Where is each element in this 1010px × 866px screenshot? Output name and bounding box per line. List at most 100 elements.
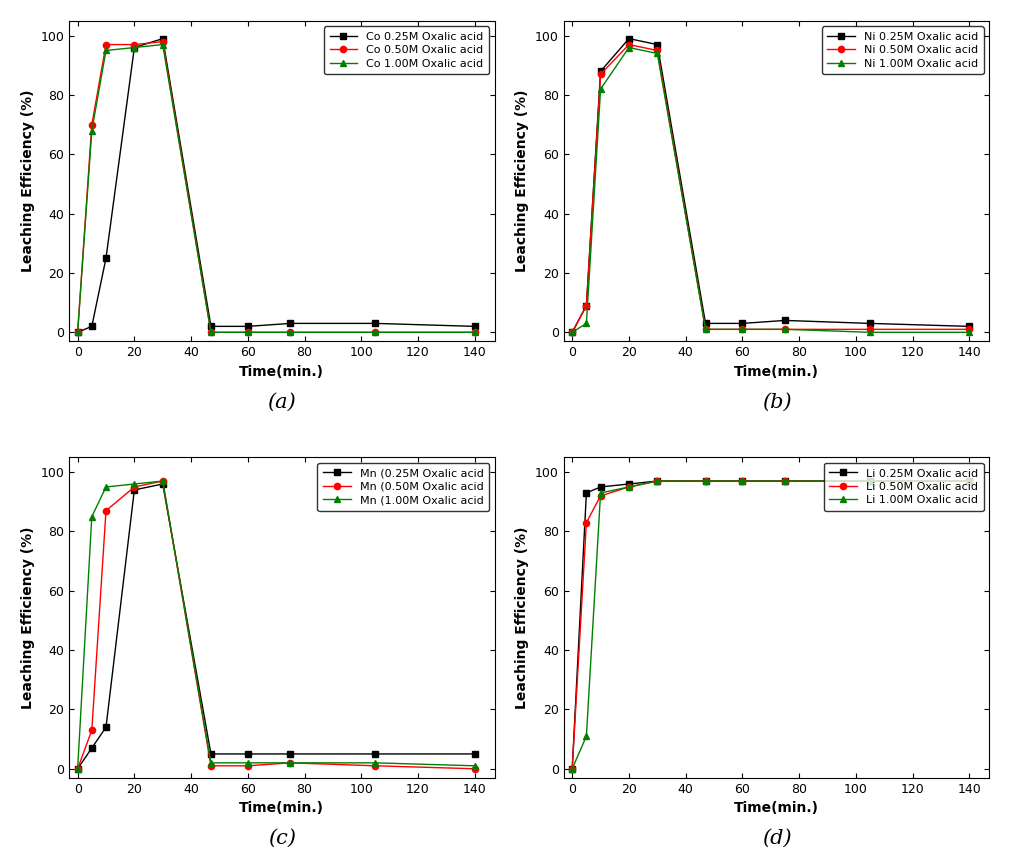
- Li 1.00M Oxalic acid: [595, 488, 607, 498]
- Ni 0.25M Oxalic acid: [581, 301, 593, 311]
- Co 0.25M Oxalic acid: [205, 321, 217, 332]
- Mn (0.25M Oxalic acid: [469, 749, 481, 759]
- Co 0.25M Oxalic acid: [370, 318, 382, 328]
- Legend: Mn (0.25M Oxalic acid, Mn (0.50M Oxalic acid, Mn (1.00M Oxalic acid: Mn (0.25M Oxalic acid, Mn (0.50M Oxalic …: [317, 462, 489, 511]
- Ni 0.50M Oxalic acid: [779, 324, 791, 334]
- Ni 0.50M Oxalic acid: [736, 324, 748, 334]
- Li 1.00M Oxalic acid: [623, 481, 635, 492]
- Li 0.50M Oxalic acid: [964, 475, 976, 486]
- Text: (b): (b): [762, 392, 791, 411]
- Ni 0.50M Oxalic acid: [864, 324, 876, 334]
- Mn (0.50M Oxalic acid: [241, 760, 254, 771]
- Y-axis label: Leaching Efficiency (%): Leaching Efficiency (%): [515, 527, 529, 708]
- Co 0.50M Oxalic acid: [86, 120, 98, 130]
- Ni 0.50M Oxalic acid: [964, 324, 976, 334]
- Co 0.25M Oxalic acid: [469, 321, 481, 332]
- Co 0.25M Oxalic acid: [284, 318, 296, 328]
- Co 1.00M Oxalic acid: [100, 45, 112, 55]
- Ni 1.00M Oxalic acid: [864, 327, 876, 338]
- Co 1.00M Oxalic acid: [86, 126, 98, 136]
- Ni 0.50M Oxalic acid: [651, 45, 664, 55]
- Co 0.50M Oxalic acid: [469, 327, 481, 338]
- Li 0.25M Oxalic acid: [567, 764, 579, 774]
- Mn (1.00M Oxalic acid: [241, 758, 254, 768]
- Line: Co 1.00M Oxalic acid: Co 1.00M Oxalic acid: [75, 42, 478, 335]
- Ni 1.00M Oxalic acid: [623, 42, 635, 53]
- Li 0.25M Oxalic acid: [651, 475, 664, 486]
- Co 0.25M Oxalic acid: [100, 253, 112, 263]
- Li 0.50M Oxalic acid: [581, 517, 593, 527]
- Ni 0.50M Oxalic acid: [595, 69, 607, 80]
- Co 0.50M Oxalic acid: [100, 39, 112, 49]
- Mn (1.00M Oxalic acid: [128, 479, 140, 489]
- Line: Co 0.25M Oxalic acid: Co 0.25M Oxalic acid: [75, 36, 478, 335]
- Ni 0.50M Oxalic acid: [581, 301, 593, 311]
- Ni 0.50M Oxalic acid: [700, 324, 712, 334]
- Li 0.50M Oxalic acid: [595, 491, 607, 501]
- X-axis label: Time(min.): Time(min.): [239, 365, 324, 378]
- Ni 1.00M Oxalic acid: [651, 48, 664, 59]
- Li 0.50M Oxalic acid: [779, 475, 791, 486]
- Mn (0.25M Oxalic acid: [128, 485, 140, 495]
- Mn (1.00M Oxalic acid: [100, 481, 112, 492]
- Co 1.00M Oxalic acid: [72, 327, 84, 338]
- Ni 1.00M Oxalic acid: [595, 84, 607, 94]
- Co 0.50M Oxalic acid: [241, 327, 254, 338]
- Y-axis label: Leaching Efficiency (%): Leaching Efficiency (%): [21, 527, 34, 708]
- Mn (0.50M Oxalic acid: [86, 725, 98, 735]
- Co 0.50M Oxalic acid: [284, 327, 296, 338]
- Y-axis label: Leaching Efficiency (%): Leaching Efficiency (%): [515, 90, 529, 272]
- Mn (0.50M Oxalic acid: [370, 760, 382, 771]
- Co 1.00M Oxalic acid: [469, 327, 481, 338]
- Mn (0.50M Oxalic acid: [128, 481, 140, 492]
- Legend: Ni 0.25M Oxalic acid, Ni 0.50M Oxalic acid, Ni 1.00M Oxalic acid: Ni 0.25M Oxalic acid, Ni 0.50M Oxalic ac…: [821, 26, 984, 74]
- Legend: Co 0.25M Oxalic acid, Co 0.50M Oxalic acid, Co 1.00M Oxalic acid: Co 0.25M Oxalic acid, Co 0.50M Oxalic ac…: [324, 26, 489, 74]
- Li 0.25M Oxalic acid: [700, 475, 712, 486]
- Mn (0.25M Oxalic acid: [241, 749, 254, 759]
- Ni 0.25M Oxalic acid: [567, 327, 579, 338]
- Li 1.00M Oxalic acid: [700, 475, 712, 486]
- Li 0.25M Oxalic acid: [736, 475, 748, 486]
- Line: Li 0.50M Oxalic acid: Li 0.50M Oxalic acid: [569, 478, 973, 772]
- Li 0.50M Oxalic acid: [700, 475, 712, 486]
- Li 0.50M Oxalic acid: [864, 475, 876, 486]
- Li 0.25M Oxalic acid: [623, 479, 635, 489]
- Line: Ni 1.00M Oxalic acid: Ni 1.00M Oxalic acid: [569, 44, 973, 335]
- Mn (0.25M Oxalic acid: [157, 479, 169, 489]
- Co 0.25M Oxalic acid: [72, 327, 84, 338]
- X-axis label: Time(min.): Time(min.): [239, 801, 324, 815]
- Line: Ni 0.50M Oxalic acid: Ni 0.50M Oxalic acid: [569, 42, 973, 335]
- Line: Co 0.50M Oxalic acid: Co 0.50M Oxalic acid: [75, 38, 478, 335]
- Mn (0.50M Oxalic acid: [284, 758, 296, 768]
- Ni 0.25M Oxalic acid: [651, 39, 664, 49]
- Ni 1.00M Oxalic acid: [567, 327, 579, 338]
- Li 0.25M Oxalic acid: [964, 475, 976, 486]
- Co 0.25M Oxalic acid: [241, 321, 254, 332]
- Text: (c): (c): [268, 829, 296, 848]
- X-axis label: Time(min.): Time(min.): [734, 801, 819, 815]
- Mn (1.00M Oxalic acid: [370, 758, 382, 768]
- Legend: Li 0.25M Oxalic acid, Li 0.50M Oxalic acid, Li 1.00M Oxalic acid: Li 0.25M Oxalic acid, Li 0.50M Oxalic ac…: [824, 462, 984, 511]
- Mn (0.25M Oxalic acid: [86, 743, 98, 753]
- Mn (1.00M Oxalic acid: [284, 758, 296, 768]
- Ni 0.25M Oxalic acid: [779, 315, 791, 326]
- Co 0.25M Oxalic acid: [157, 34, 169, 44]
- Li 1.00M Oxalic acid: [651, 475, 664, 486]
- Line: Li 1.00M Oxalic acid: Li 1.00M Oxalic acid: [569, 478, 973, 772]
- Ni 0.25M Oxalic acid: [736, 318, 748, 328]
- Li 0.25M Oxalic acid: [779, 475, 791, 486]
- Line: Mn (0.50M Oxalic acid: Mn (0.50M Oxalic acid: [75, 478, 478, 772]
- Ni 0.25M Oxalic acid: [700, 318, 712, 328]
- Li 0.50M Oxalic acid: [651, 475, 664, 486]
- Mn (0.50M Oxalic acid: [72, 764, 84, 774]
- Mn (0.50M Oxalic acid: [100, 506, 112, 516]
- Li 0.50M Oxalic acid: [736, 475, 748, 486]
- Co 0.50M Oxalic acid: [72, 327, 84, 338]
- Mn (0.50M Oxalic acid: [205, 760, 217, 771]
- Co 0.25M Oxalic acid: [86, 321, 98, 332]
- Mn (0.50M Oxalic acid: [157, 475, 169, 486]
- Mn (1.00M Oxalic acid: [469, 760, 481, 771]
- Ni 0.25M Oxalic acid: [964, 321, 976, 332]
- Ni 1.00M Oxalic acid: [736, 324, 748, 334]
- Li 1.00M Oxalic acid: [581, 731, 593, 741]
